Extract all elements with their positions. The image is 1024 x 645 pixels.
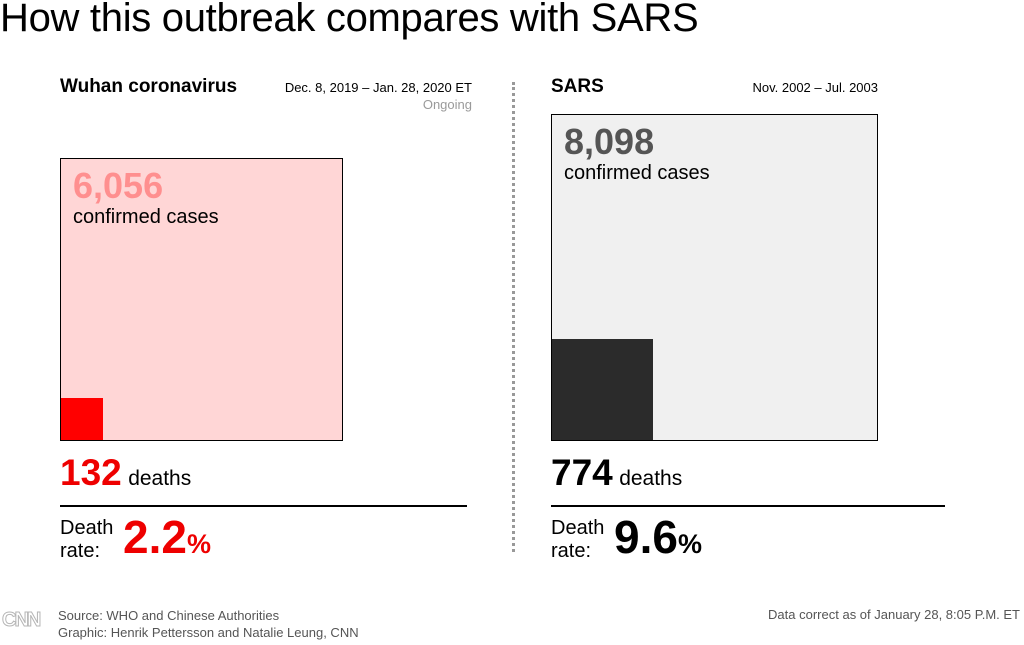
panel-date-range: Nov. 2002 – Jul. 2003 [752,80,878,95]
cases-number: 6,056 [73,165,164,207]
deaths-label: deaths [128,467,192,490]
sars-panel: SARS Nov. 2002 – Jul. 2003 8,098 confirm… [551,0,1011,600]
deaths-label: deaths [619,467,683,490]
chart-title: How this outbreak compares with SARS [0,0,699,40]
death-rate-label: Death rate: [551,517,605,562]
panel-name: Wuhan coronavirus [60,76,238,97]
percent-sign: % [186,529,211,559]
deaths-line: 132 deaths [60,452,191,494]
separator-rule [551,505,945,507]
death-rate-number: 2.2 [123,511,187,563]
death-rate-value: 9.6% [614,510,702,564]
death-rate-label: Death rate: [60,517,114,562]
cases-label: confirmed cases [564,162,710,184]
deaths-number: 132 [60,452,122,493]
death-rate-value: 2.2% [123,510,211,564]
dotted-divider [512,82,515,552]
death-rate-number: 9.6 [614,511,678,563]
separator-rule [60,505,467,507]
cases-square: 6,056 confirmed cases [60,158,343,441]
cnn-logo: CNN [1,609,41,632]
cases-square: 8,098 confirmed cases [551,114,878,441]
footer-credits: Source: WHO and Chinese Authorities Grap… [58,607,359,641]
panel-name: SARS [551,76,604,97]
deaths-square [552,338,654,440]
data-timestamp: Data correct as of January 28, 8:05 P.M.… [768,607,1020,622]
deaths-line: 774 deaths [551,452,682,494]
panel-status: Ongoing [422,97,472,112]
panel-date-range: Dec. 8, 2019 – Jan. 28, 2020 ET [284,80,472,95]
percent-sign: % [677,529,702,559]
wuhan-panel: Wuhan coronavirus Dec. 8, 2019 – Jan. 28… [60,0,520,600]
graphic-credit: Graphic: Henrik Pettersson and Natalie L… [58,625,359,640]
cases-number: 8,098 [564,121,655,162]
cases-label: confirmed cases [73,206,219,229]
deaths-number: 774 [551,452,613,493]
deaths-square [61,398,103,440]
source-note: Source: WHO and Chinese Authorities [58,608,280,623]
